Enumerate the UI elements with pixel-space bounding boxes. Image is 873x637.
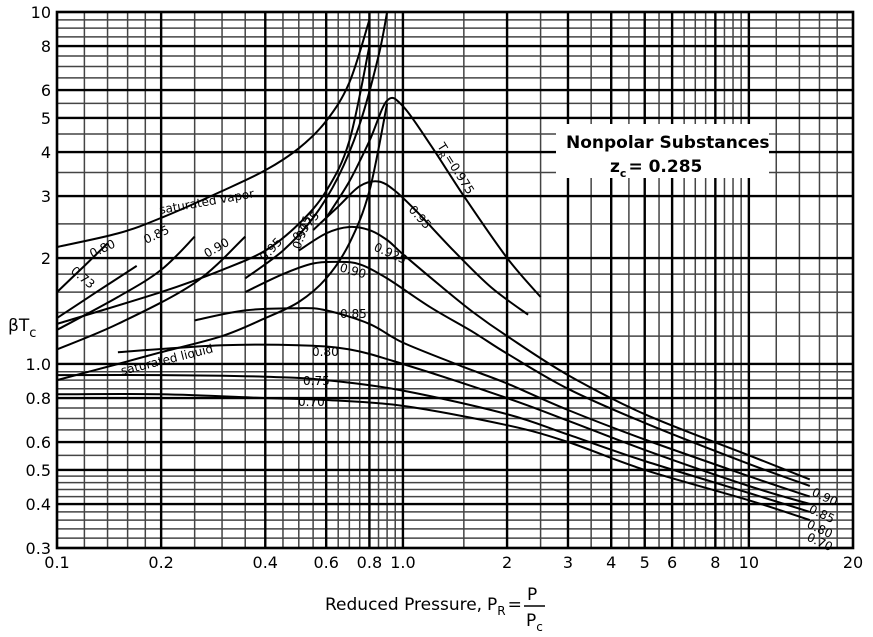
y-axis-label: βTc <box>8 316 36 341</box>
curve-label: 0.85 <box>340 307 367 321</box>
series-line <box>56 393 811 522</box>
svg-text:Pc: Pc <box>526 611 543 634</box>
series-line <box>194 307 811 498</box>
annotation-title: Nonpolar Substances <box>566 133 770 153</box>
x-tick-label: 4 <box>606 553 616 572</box>
x-tick-label: 0.2 <box>148 553 173 572</box>
x-tick-label: 1.0 <box>390 553 415 572</box>
y-tick-label: 0.5 <box>26 461 51 480</box>
series-line <box>56 373 811 513</box>
x-tick-label: 0.4 <box>253 553 278 572</box>
x-tick-label: 5 <box>640 553 650 572</box>
series-line <box>56 265 138 319</box>
x-tick-label: 20 <box>843 553 863 572</box>
y-tick-label: 0.6 <box>26 433 51 452</box>
curve-label: 0.95 <box>406 203 434 232</box>
x-tick-labels: 0.1 0.2 0.4 0.6 0.8 1.0 2 3 4 5 6 8 10 20 <box>44 553 863 572</box>
curve-label: 0.70 <box>298 395 325 409</box>
svg-text:Reduced Pressure,: Reduced Pressure, <box>325 595 482 615</box>
y-tick-label: 4 <box>41 143 51 162</box>
y-tick-label: 0.8 <box>26 389 51 408</box>
curve-label: 0.90 <box>202 235 232 260</box>
x-tick-label: 8 <box>710 553 720 572</box>
svg-text:PR=: PR = <box>487 595 522 618</box>
y-tick-label: 6 <box>41 81 51 100</box>
y-tick-labels: 0.3 0.4 0.5 0.6 0.8 1.0 2 3 4 5 6 8 10 <box>26 3 51 558</box>
curve-label: 0.73 <box>68 264 97 292</box>
series-line <box>117 343 811 505</box>
y-tick-label: 8 <box>41 37 51 56</box>
curve-label: 0.80 <box>312 345 339 359</box>
series-line <box>298 225 811 481</box>
series-line <box>325 96 542 298</box>
series-line <box>56 19 371 248</box>
curves <box>56 11 811 522</box>
y-tick-label: 0.4 <box>26 495 51 514</box>
y-tick-label: 5 <box>41 109 51 128</box>
annotation-z: zc = 0.285 <box>610 157 702 180</box>
y-tick-label: 2 <box>41 249 51 268</box>
curve-label: saturated vapor <box>158 186 255 216</box>
x-tick-label: 0.8 <box>357 553 382 572</box>
series-line <box>244 11 389 280</box>
y-tick-label: 10 <box>31 3 51 22</box>
series-line <box>56 45 371 325</box>
plot-frame <box>55 10 855 550</box>
svg-text:P: P <box>527 585 537 605</box>
x-tick-label: 0.6 <box>313 553 338 572</box>
annotation: Nonpolar Substances zc = 0.285 <box>556 124 770 180</box>
y-tick-label: 3 <box>41 187 51 206</box>
x-axis-label: Reduced Pressure, PR = P Pc <box>325 585 545 634</box>
series-line <box>56 242 109 293</box>
x-tick-label: 0.1 <box>44 553 69 572</box>
series-line <box>56 235 196 331</box>
x-tick-label: 10 <box>739 553 759 572</box>
x-tick-label: 6 <box>667 553 677 572</box>
grid <box>56 11 854 549</box>
x-tick-label: 2 <box>502 553 512 572</box>
series-line <box>312 180 529 316</box>
curve-label: TR=0.975 <box>431 139 478 199</box>
series-line <box>244 260 811 487</box>
curve-label: 0.90 <box>338 260 368 281</box>
y-tick-label: 1.0 <box>26 355 51 374</box>
x-tick-label: 3 <box>563 553 573 572</box>
y-tick-label: 0.3 <box>26 539 51 558</box>
curve-label: 0.75 <box>303 374 330 388</box>
series-line <box>56 235 246 351</box>
